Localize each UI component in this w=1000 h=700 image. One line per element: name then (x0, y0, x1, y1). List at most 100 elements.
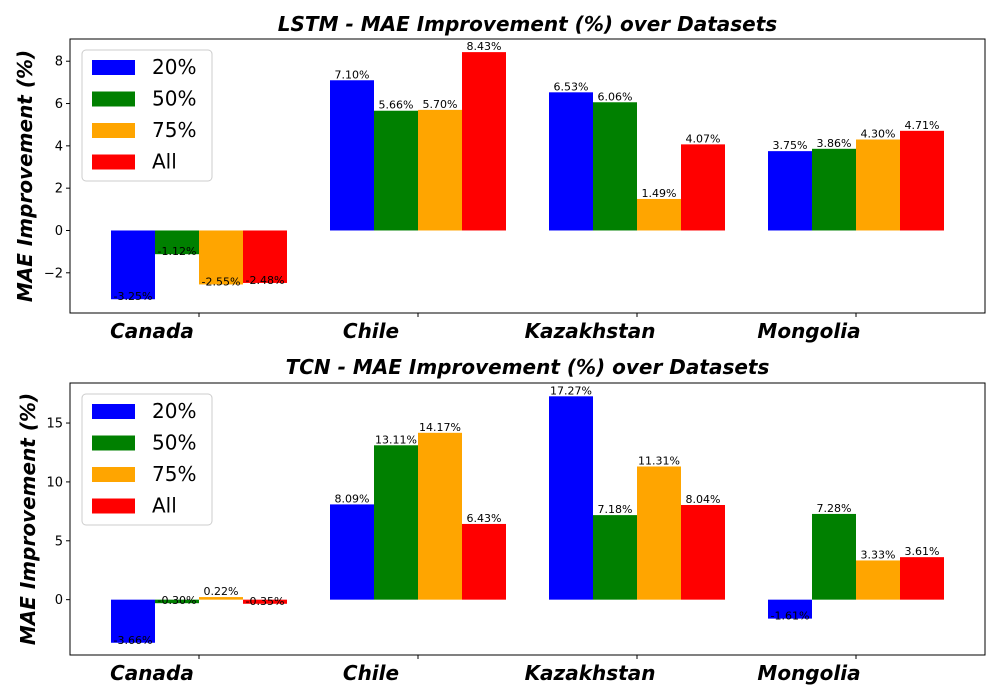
data-label: -2.48% (246, 274, 285, 287)
data-label: 6.53% (554, 80, 589, 93)
axes-frame (69, 38, 986, 314)
data-label: 8.04% (686, 493, 721, 506)
y-tick-label: −2 (44, 266, 63, 281)
data-label: 3.61% (905, 545, 940, 558)
y-tick-label: 5 (55, 534, 63, 549)
bar (462, 52, 506, 231)
data-label: 4.30% (861, 128, 896, 141)
y-axis-label: MAE Improvement (%) (16, 393, 40, 645)
legend-label: 75% (152, 462, 196, 486)
bar (812, 148, 856, 231)
data-label: 4.71% (905, 119, 940, 132)
y-tick-label: 8 (55, 55, 63, 70)
bar (681, 504, 725, 600)
bar (856, 139, 900, 231)
y-tick-label: 6 (55, 97, 63, 112)
data-label: -1.12% (158, 245, 197, 258)
bar (330, 504, 374, 600)
y-tick-label: 0 (55, 224, 63, 239)
bar (637, 466, 681, 600)
y-tick-label: 0 (55, 593, 63, 608)
legend-label: All (152, 150, 177, 174)
y-tick-label: 15 (46, 417, 63, 432)
data-label: -3.66% (114, 634, 153, 647)
bar (462, 523, 506, 600)
data-label: 3.86% (817, 137, 852, 150)
legend-swatch (92, 123, 135, 138)
bar (593, 515, 637, 600)
legend-box (81, 393, 213, 526)
data-label: 5.66% (379, 99, 414, 112)
data-label: -1.61% (771, 610, 810, 623)
bar (768, 599, 812, 619)
x-tick-label: Kazakhstan (525, 319, 656, 343)
data-label: 13.11% (375, 433, 417, 446)
bar (330, 80, 374, 231)
data-label: 4.07% (686, 132, 721, 145)
y-tick-label: 10 (46, 475, 63, 490)
bar (549, 396, 593, 600)
bar (243, 599, 287, 604)
legend-swatch (92, 404, 135, 419)
bar (155, 230, 199, 255)
data-label: 7.18% (598, 503, 633, 516)
x-tick-label: Canada (110, 319, 194, 343)
legend-swatch (92, 154, 135, 170)
bar (900, 557, 944, 600)
bar (900, 130, 944, 231)
x-tick-label: Chile (343, 661, 399, 685)
data-label: 8.09% (335, 492, 370, 505)
data-label: 5.70% (423, 98, 458, 111)
x-tick-label: Chile (343, 319, 399, 343)
data-label: -0.30% (158, 594, 197, 607)
data-label: 14.17% (419, 421, 461, 434)
data-label: 3.75% (773, 139, 808, 152)
legend-label: 20% (152, 399, 196, 423)
x-tick-label: Kazakhstan (525, 661, 656, 685)
legend-swatch (92, 435, 135, 451)
bar (111, 230, 155, 300)
x-tick-label: Mongolia (757, 319, 860, 343)
data-label: 1.49% (642, 187, 677, 200)
data-label: 17.27% (550, 384, 592, 397)
y-tick-label: 4 (55, 139, 63, 154)
bar (374, 445, 418, 600)
data-label: 0.22% (204, 585, 239, 598)
data-label: -3.25% (114, 290, 153, 303)
data-label: 6.06% (598, 90, 633, 103)
bar (856, 560, 900, 600)
bar (155, 599, 199, 604)
x-tick-label: Canada (110, 661, 194, 685)
data-label: 7.28% (817, 502, 852, 515)
lstm-chart-panel: LSTM - MAE Improvement (%) over Datasets… (13, 12, 986, 343)
bar (418, 109, 462, 231)
tcn-chart-panel: TCN - MAE Improvement (%) over Datasets M… (16, 355, 986, 685)
data-label: -0.35% (246, 595, 285, 608)
legend-swatch (92, 498, 135, 514)
data-label: 11.31% (638, 454, 680, 467)
bar (593, 102, 637, 231)
data-label: 8.43% (467, 40, 502, 53)
bar (418, 432, 462, 600)
data-label: 6.43% (467, 512, 502, 525)
bar (243, 230, 287, 283)
legend-label: All (152, 494, 177, 518)
legend-label: 75% (152, 118, 196, 142)
chart-title: LSTM - MAE Improvement (%) over Datasets (278, 12, 778, 36)
bar (111, 599, 155, 643)
legend-swatch (92, 467, 135, 482)
bar (681, 144, 725, 231)
data-label: -2.55% (202, 275, 241, 288)
chart-title: TCN - MAE Improvement (%) over Datasets (286, 355, 770, 379)
legend-label: 20% (152, 55, 196, 79)
legend-swatch (92, 60, 135, 75)
legend-label: 50% (152, 87, 196, 111)
y-tick-label: 2 (55, 182, 63, 197)
bar (768, 151, 812, 231)
data-label: 3.33% (861, 548, 896, 561)
bar (637, 198, 681, 231)
legend-swatch (92, 91, 135, 107)
y-axis-label: MAE Improvement (%) (13, 50, 37, 302)
legend-label: 50% (152, 431, 196, 455)
